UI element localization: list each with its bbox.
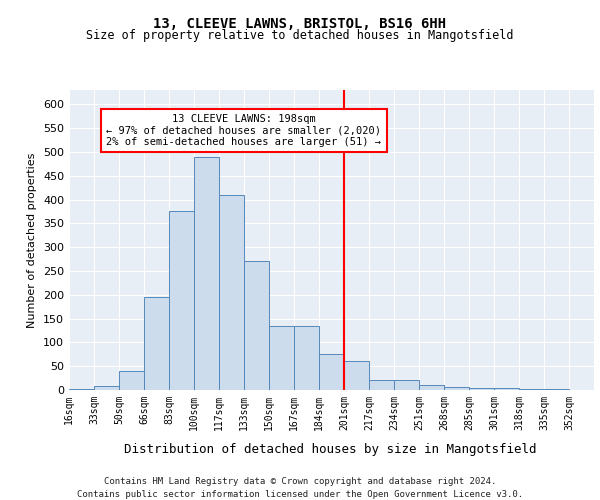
- Bar: [394, 380, 419, 390]
- Bar: [269, 326, 294, 390]
- Bar: [144, 297, 169, 390]
- Text: Contains HM Land Registry data © Crown copyright and database right 2024.: Contains HM Land Registry data © Crown c…: [104, 478, 496, 486]
- Bar: [219, 195, 244, 390]
- Bar: [444, 386, 469, 390]
- Text: 13 CLEEVE LAWNS: 198sqm
← 97% of detached houses are smaller (2,020)
2% of semi-: 13 CLEEVE LAWNS: 198sqm ← 97% of detache…: [107, 114, 382, 147]
- Bar: [419, 385, 444, 390]
- Bar: [194, 156, 219, 390]
- Bar: [544, 389, 569, 390]
- Bar: [369, 380, 394, 390]
- Bar: [169, 212, 194, 390]
- Bar: [244, 262, 269, 390]
- Y-axis label: Number of detached properties: Number of detached properties: [28, 152, 37, 328]
- Bar: [294, 326, 319, 390]
- Bar: [344, 362, 369, 390]
- Bar: [119, 371, 144, 390]
- Text: Distribution of detached houses by size in Mangotsfield: Distribution of detached houses by size …: [124, 442, 536, 456]
- Bar: [319, 354, 344, 390]
- Bar: [94, 386, 119, 390]
- Text: Contains public sector information licensed under the Open Government Licence v3: Contains public sector information licen…: [77, 490, 523, 499]
- Text: Size of property relative to detached houses in Mangotsfield: Size of property relative to detached ho…: [86, 29, 514, 42]
- Bar: [69, 388, 94, 390]
- Bar: [469, 388, 494, 390]
- Text: 13, CLEEVE LAWNS, BRISTOL, BS16 6HH: 13, CLEEVE LAWNS, BRISTOL, BS16 6HH: [154, 18, 446, 32]
- Bar: [494, 388, 519, 390]
- Bar: [519, 388, 544, 390]
